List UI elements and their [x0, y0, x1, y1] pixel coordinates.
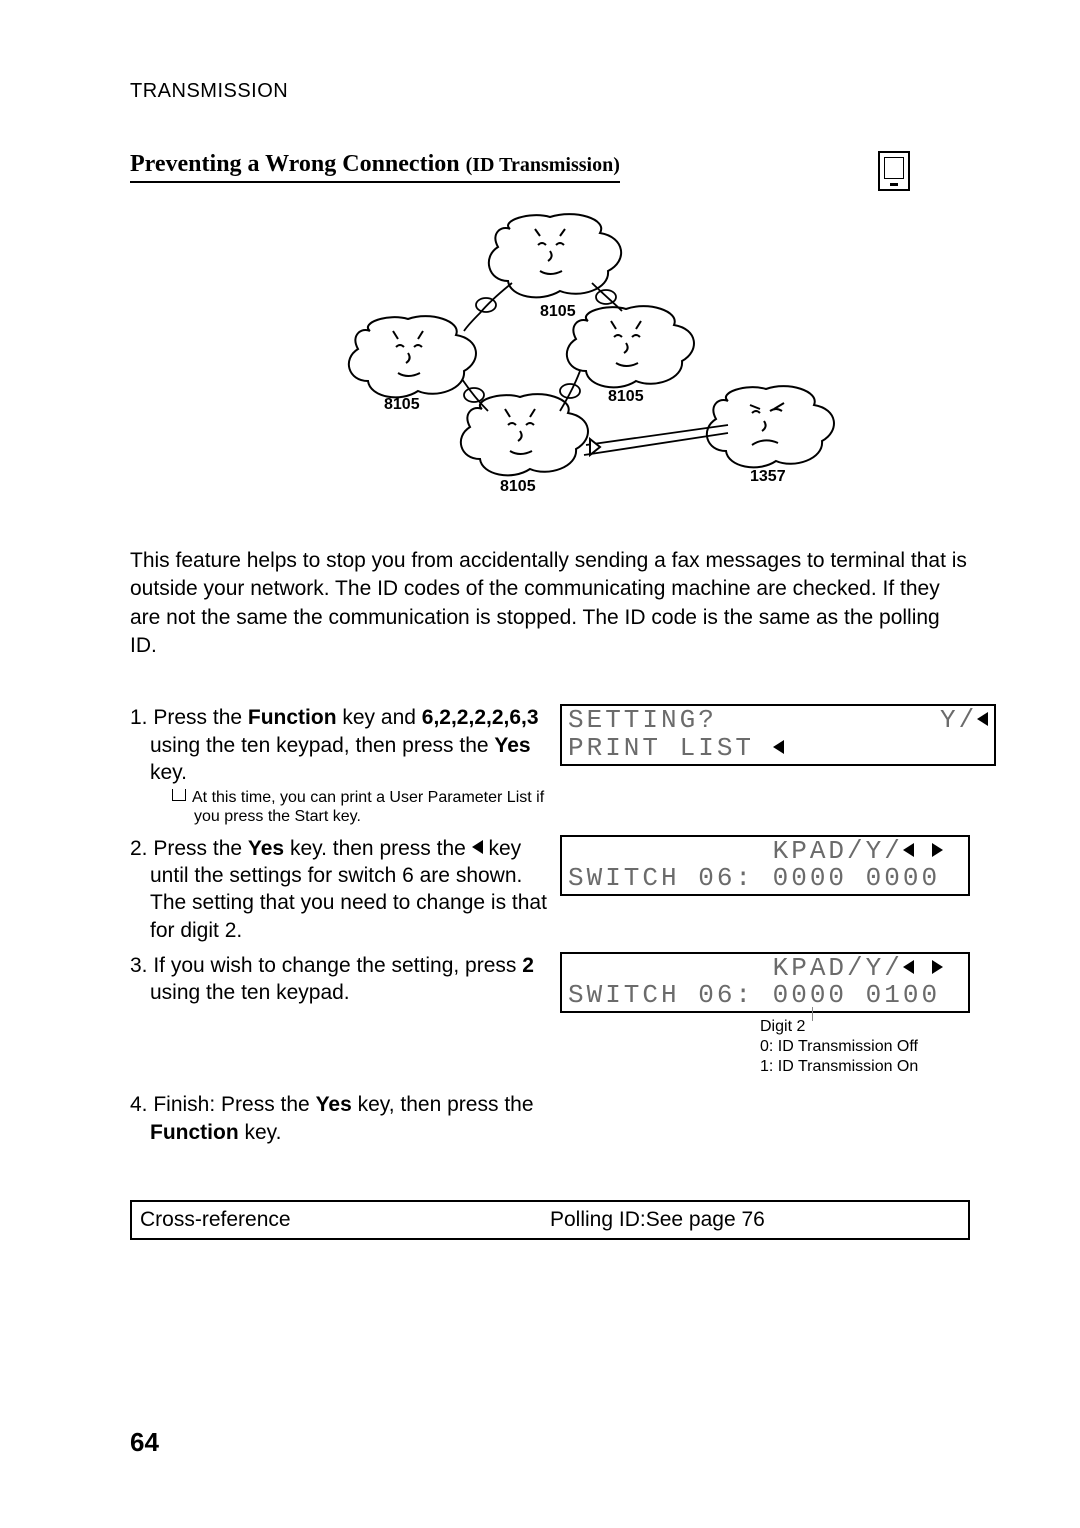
t: 1. Press the [130, 706, 248, 729]
step-1-note: At this time, you can print a User Param… [150, 788, 550, 826]
t: Function [150, 1121, 239, 1144]
t: KPAD/Y/ [568, 953, 903, 983]
t: 1: ID Transmission On [760, 1057, 970, 1077]
step-2-text: 2. Press the Yes key. then press the key… [130, 835, 550, 944]
section-title: Preventing a Wrong Connection (ID Transm… [130, 151, 620, 183]
intro-paragraph: This feature helps to stop you from acci… [130, 547, 970, 660]
digit-note: Digit 2 0: ID Transmission Off 1: ID Tra… [760, 1017, 970, 1077]
step-4-text: 4. Finish: Press the Yes key, then press… [130, 1091, 550, 1146]
t: PRINT LIST [568, 733, 773, 763]
t: KPAD/Y/ [568, 836, 903, 866]
t: key. then press the [284, 837, 472, 860]
title-row: Preventing a Wrong Connection (ID Transm… [130, 151, 970, 191]
t: 6,2,2,2,2,6,3 [422, 706, 539, 729]
t: key. [150, 761, 187, 784]
title-main: Preventing a Wrong Connection [130, 151, 466, 177]
t: using the ten keypad. [150, 981, 350, 1004]
diagram-label: 8105 [608, 388, 644, 405]
crossref-value: Polling ID:See page 76 [550, 1208, 960, 1232]
triangle-left-icon [903, 843, 914, 857]
triangle-left-icon [472, 840, 483, 854]
t: At this time, you can print a User Param… [192, 789, 544, 825]
t: SETTING? Y/ [568, 705, 977, 735]
page-number: 64 [130, 1427, 159, 1458]
triangle-left-icon [903, 960, 914, 974]
lcd-display-3: KPAD/Y/ SWITCH 06: 0000 0100 [560, 952, 970, 1014]
step-3-row: 3. If you wish to change the setting, pr… [130, 952, 970, 1078]
t: Yes [494, 734, 530, 757]
t: Digit 2 [760, 1017, 970, 1037]
triangle-right-icon [932, 843, 943, 857]
section-header: TRANSMISSION [130, 80, 970, 103]
diagram-label: 8105 [540, 303, 576, 320]
t: key, then press the [352, 1093, 534, 1116]
t: 2. Press the [130, 837, 248, 860]
lcd-1-col: SETTING? Y/ PRINT LIST [560, 704, 996, 770]
step-4-row: 4. Finish: Press the Yes key, then press… [130, 1091, 970, 1146]
step-1-row: 1. Press the Function key and 6,2,2,2,2,… [130, 704, 970, 826]
t: key and [337, 706, 422, 729]
t: Function [248, 706, 337, 729]
cross-reference-box: Cross-reference Polling ID:See page 76 [130, 1200, 970, 1240]
note-icon [172, 789, 186, 801]
step-2-row: 2. Press the Yes key. then press the key… [130, 835, 970, 944]
t: 2 [522, 954, 534, 977]
title-sub: (ID Transmission) [466, 154, 620, 176]
crossref-label: Cross-reference [140, 1208, 550, 1232]
lcd-display-1: SETTING? Y/ PRINT LIST [560, 704, 996, 766]
triangle-right-icon [932, 960, 943, 974]
t: using the ten keypad, then press the [150, 734, 494, 757]
document-icon [878, 151, 910, 191]
t: Yes [316, 1093, 352, 1116]
t: Yes [248, 837, 284, 860]
digit-tick-line [812, 1007, 813, 1021]
triangle-left-icon [977, 712, 988, 726]
t: 4. Finish: Press the [130, 1093, 316, 1116]
diagram-label: 8105 [384, 396, 420, 413]
t: 0: ID Transmission Off [760, 1037, 970, 1057]
t: SWITCH 06: 0000 0100 [568, 980, 940, 1010]
t: 3. If you wish to change the setting, pr… [130, 954, 522, 977]
lcd-display-2: KPAD/Y/ SWITCH 06: 0000 0000 [560, 835, 970, 897]
step-3-text: 3. If you wish to change the setting, pr… [130, 952, 550, 1007]
triangle-left-icon [773, 740, 784, 754]
network-diagram: 8105 8105 8105 8105 1357 [230, 211, 870, 541]
step-1-text: 1. Press the Function key and 6,2,2,2,2,… [130, 704, 550, 826]
t: key. [239, 1121, 282, 1144]
t: SWITCH 06: 0000 0000 [568, 863, 940, 893]
diagram-label: 1357 [750, 468, 786, 485]
steps-area: 1. Press the Function key and 6,2,2,2,2,… [130, 704, 970, 1150]
lcd-2-col: KPAD/Y/ SWITCH 06: 0000 0000 [560, 835, 970, 901]
lcd-3-col: KPAD/Y/ SWITCH 06: 0000 0100 Digit 2 0: … [560, 952, 970, 1078]
diagram-label: 8105 [500, 478, 536, 495]
